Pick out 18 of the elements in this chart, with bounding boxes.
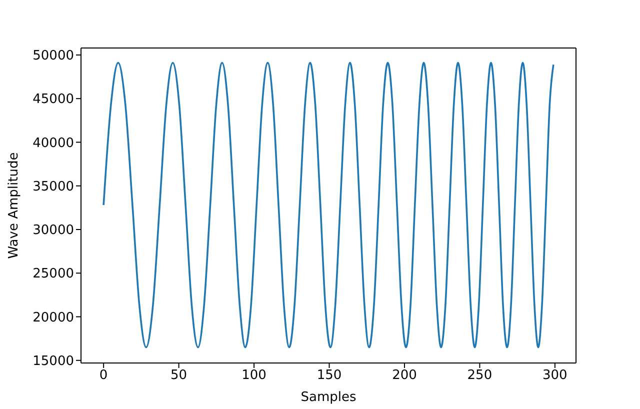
x-axis-title: Samples	[300, 390, 356, 405]
x-tick-label: 250	[467, 368, 492, 384]
y-tick-label: 30000	[32, 223, 74, 238]
y-tick-label: 35000	[32, 179, 74, 194]
y-tick-label: 45000	[32, 92, 74, 108]
y-tick-label: 40000	[32, 136, 74, 151]
y-tick-label: 50000	[32, 48, 74, 64]
x-tick-label: 100	[242, 368, 266, 384]
x-tick-label: 50	[170, 368, 188, 384]
y-tick-label: 20000	[32, 310, 74, 326]
y-tick-label: 25000	[32, 266, 74, 282]
x-tick-label: 200	[392, 368, 417, 384]
x-tick-label: 300	[542, 368, 568, 384]
x-tick-label: 150	[316, 368, 342, 384]
y-axis-title: Wave Amplitude	[6, 152, 22, 259]
line-series	[102, 62, 554, 348]
y-tick-label: 15000	[32, 354, 74, 369]
x-tick-label: 0	[99, 368, 108, 384]
